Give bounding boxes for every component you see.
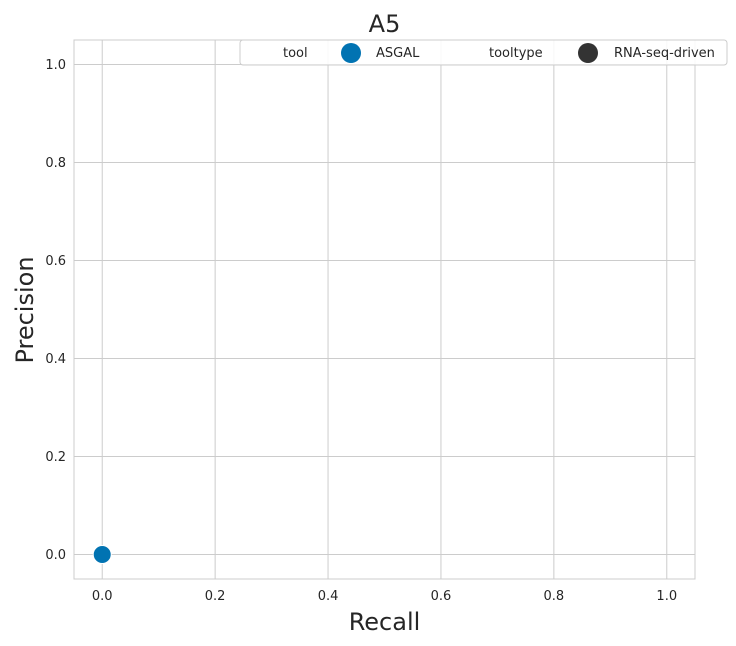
x-tick-label: 1.0 bbox=[656, 589, 677, 604]
y-tick-label: 0.8 bbox=[45, 156, 66, 171]
legend: tool ASGAL tooltype RNA-seq-driven bbox=[239, 39, 728, 66]
plot-area bbox=[73, 39, 696, 580]
legend-asgal-label: ASGAL bbox=[376, 46, 420, 61]
y-tick-label: 0.2 bbox=[45, 450, 66, 465]
legend-tool-header: tool bbox=[283, 46, 308, 61]
chart-title: A5 bbox=[369, 10, 401, 38]
x-tick-label: 0.4 bbox=[318, 589, 339, 604]
y-tick-labels: 0.0 0.2 0.4 0.6 0.8 1.0 bbox=[45, 58, 66, 563]
legend-asgal-marker bbox=[341, 43, 361, 63]
y-tick-label: 0.0 bbox=[45, 548, 66, 563]
x-tick-label: 0.6 bbox=[431, 589, 452, 604]
grid-lines bbox=[74, 40, 695, 579]
x-tick-label: 0.8 bbox=[544, 589, 565, 604]
data-point-asgal bbox=[92, 545, 112, 564]
x-axis-label: Recall bbox=[349, 608, 421, 636]
x-tick-label: 0.0 bbox=[92, 589, 113, 604]
legend-rna-seq-driven-label: RNA-seq-driven bbox=[614, 46, 715, 61]
y-tick-label: 0.6 bbox=[45, 254, 66, 269]
legend-rna-seq-driven-marker bbox=[578, 43, 598, 63]
y-tick-label: 1.0 bbox=[45, 58, 66, 73]
y-axis-label: Precision bbox=[11, 256, 39, 363]
legend-box bbox=[239, 39, 728, 66]
data-points bbox=[92, 545, 112, 564]
y-tick-label: 0.4 bbox=[45, 352, 66, 367]
x-tick-labels: 0.0 0.2 0.4 0.6 0.8 1.0 bbox=[92, 589, 677, 604]
x-tick-label: 0.2 bbox=[205, 589, 226, 604]
legend-tooltype-header: tooltype bbox=[489, 46, 543, 61]
